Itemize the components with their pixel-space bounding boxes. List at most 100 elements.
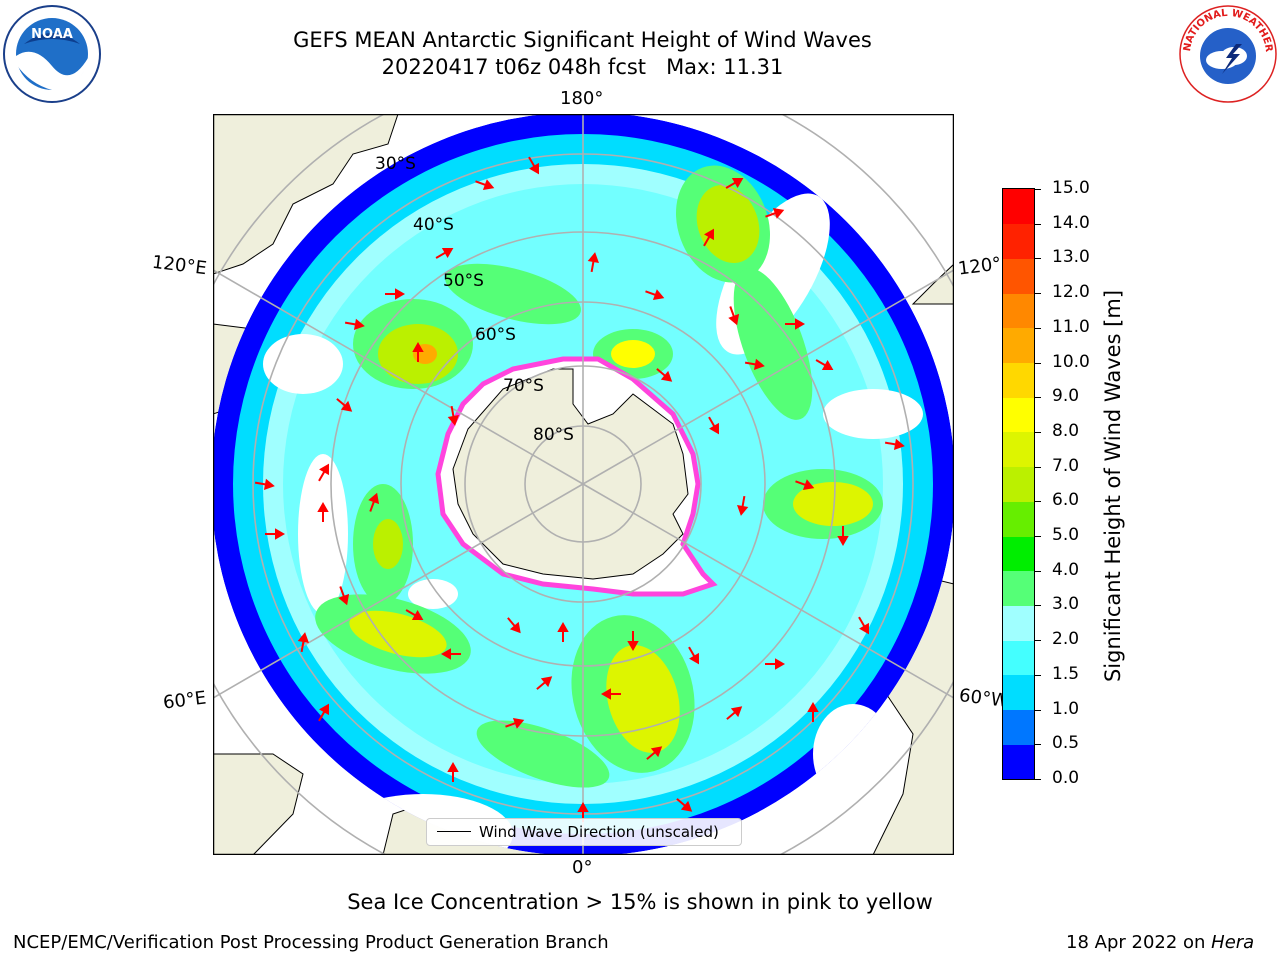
vector-arrow (475, 179, 495, 191)
wave-height-field (211, 112, 955, 856)
nws-logo-icon: NATIONAL WEATHER SERVICE (1174, 0, 1278, 104)
legend-line-swatch (437, 831, 471, 832)
vector-arrow (440, 648, 461, 660)
colorbar-tick-label: 1.5 (1052, 663, 1080, 684)
colorbar-tick (1034, 536, 1041, 538)
colorbar-tick (1034, 293, 1041, 295)
colorbar-segment (1003, 640, 1034, 676)
noaa-logo-text: NOAA (31, 27, 73, 42)
colorbar-title: Significant Height of Wind Waves [m] (1100, 286, 1160, 686)
colorbar-segment (1003, 362, 1034, 398)
lon-label-lower-left: 60°E (161, 687, 208, 714)
colorbar-segment (1003, 674, 1034, 711)
colorbar-tick (1034, 189, 1041, 190)
vector-arrow (447, 761, 459, 782)
vector-arrow (297, 632, 309, 653)
colorbar-segment (1003, 744, 1034, 780)
colorbar-tick (1034, 640, 1041, 642)
lat-label-80s: 80°S (533, 425, 574, 445)
colorbar-tick (1034, 709, 1041, 711)
vector-arrow (412, 341, 424, 362)
lat-label-50s: 50°S (443, 271, 484, 291)
colorbar-tick-label: 13.0 (1052, 247, 1090, 268)
colorbar-tick (1034, 744, 1041, 746)
vector-arrow (368, 492, 380, 512)
vector-arrow (737, 495, 749, 516)
colorbar-tick (1034, 223, 1041, 225)
colorbar-segment (1003, 293, 1034, 329)
vector-arrow (600, 688, 621, 700)
run-date-text: 18 Apr 2022 on (1066, 932, 1212, 953)
colorbar (1002, 188, 1035, 780)
vector-arrow (505, 717, 525, 729)
colorbar-segment (1003, 397, 1034, 433)
colorbar-tick-label: 6.0 (1052, 490, 1080, 511)
run-system: Hera (1211, 932, 1255, 953)
credit-text: NCEP/EMC/Verification Post Processing Pr… (13, 932, 609, 953)
colorbar-tick-label: 12.0 (1052, 282, 1090, 303)
colorbar-tick-label: 8.0 (1052, 420, 1080, 441)
map-frame (212, 113, 955, 856)
lat-label-60s: 60°S (475, 325, 516, 345)
legend-label: Wind Wave Direction (unscaled) (479, 823, 719, 841)
vector-arrow (795, 479, 815, 491)
vector-arrow (536, 676, 553, 690)
vector-arrow (265, 528, 286, 540)
vector-arrow (688, 646, 700, 665)
colorbar-title-text: Significant Height of Wind Waves [m] (1101, 289, 1125, 683)
colorbar-tick-label: 2.0 (1052, 629, 1080, 650)
colorbar-tick (1034, 258, 1041, 260)
vector-arrow (254, 478, 275, 490)
vector-arrow (338, 586, 350, 606)
colorbar-tick-label: 3.0 (1052, 594, 1080, 615)
colorbar-segment (1003, 709, 1034, 745)
vector-arrow (318, 703, 330, 722)
lat-label-70s: 70°S (503, 376, 544, 396)
colorbar-tick (1034, 327, 1041, 329)
colorbar-tick-label: 15.0 (1052, 178, 1090, 198)
map-legend: Wind Wave Direction (unscaled) (426, 818, 742, 846)
colorbar-tick (1034, 779, 1041, 780)
vector-arrow (728, 306, 740, 326)
vector-arrow (336, 398, 353, 412)
lon-label-upper-right: 120° (956, 253, 1003, 280)
colorbar-segment (1003, 223, 1034, 259)
vector-arrow (858, 616, 870, 635)
lon-label-bottom: 0° (572, 857, 593, 878)
latitude-labels: 30°S 40°S 50°S 60°S 70°S 80°S (375, 154, 574, 445)
vector-arrow (837, 526, 849, 547)
colorbar-tick-label: 5.0 (1052, 525, 1080, 546)
lon-label-top: 180° (560, 88, 604, 109)
vector-arrow (507, 617, 521, 634)
vector-arrow (344, 318, 365, 330)
colorbar-segment (1003, 431, 1034, 468)
colorbar-tick-label: 14.0 (1052, 212, 1090, 233)
colorbar-segment (1003, 605, 1034, 641)
vector-arrow (317, 501, 329, 522)
vector-arrow (884, 438, 905, 450)
antarctica (435, 356, 718, 597)
colorbar-tick (1034, 466, 1041, 468)
vector-arrow (725, 177, 744, 189)
vector-arrow (676, 798, 693, 812)
colorbar-tick (1034, 431, 1041, 433)
vector-arrow (785, 318, 806, 330)
noaa-logo-icon: NOAA (2, 4, 102, 104)
vector-arrow (656, 368, 673, 382)
colorbar-tick (1034, 397, 1041, 399)
colorbar-tick-label: 0.0 (1052, 768, 1080, 788)
map-title-line-2: 20220417 t06z 048h fcst Max: 11.31 (381, 55, 784, 79)
vector-arrow (405, 609, 424, 621)
vector-arrow (528, 156, 540, 175)
polar-map: 30°S 40°S 50°S 60°S 70°S 80°S (162, 63, 1004, 905)
vector-arrow (765, 207, 785, 219)
colorbar-tick-label: 4.0 (1052, 559, 1080, 580)
lat-label-30s: 30°S (375, 154, 416, 174)
vector-arrow (765, 658, 786, 670)
run-date: 18 Apr 2022 on Hera (1066, 932, 1254, 953)
vector-arrow (627, 631, 639, 652)
vector-arrow (645, 289, 665, 301)
vector-arrow (587, 252, 599, 273)
colorbar-segment (1003, 258, 1034, 294)
vector-arrow (447, 405, 459, 426)
